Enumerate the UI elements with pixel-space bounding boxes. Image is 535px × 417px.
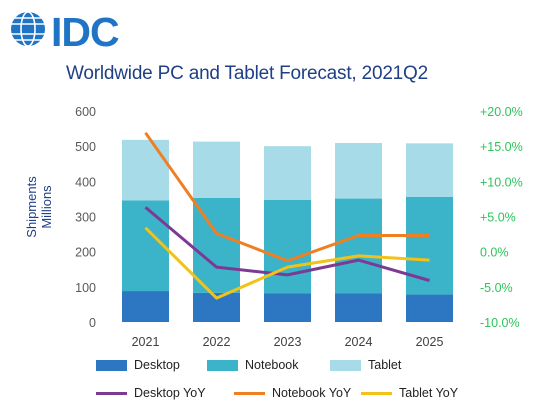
y2-tick-label: +20.0% [480,105,523,119]
x-tick-label: 2022 [203,335,231,349]
bar-desktop-2025 [406,294,453,322]
y-tick-label: 600 [75,105,96,119]
bar-tablet-2021 [122,139,169,201]
y-tick-label: 400 [75,175,96,189]
logo-wordmark: IDC [51,9,119,50]
y-tick-label: 300 [75,211,96,225]
bar-tablet-2024 [335,143,382,199]
y-tick-label: 500 [75,140,96,154]
chart-title: Worldwide PC and Tablet Forecast, 2021Q2 [66,63,428,84]
bar-desktop-2023 [264,293,311,322]
x-tick-label: 2023 [274,335,302,349]
idc-logo: IDC [8,8,128,55]
line-notebook-yoy [144,131,430,263]
bar-desktop-2024 [335,293,382,322]
y2-tick-label: -5.0% [480,281,513,295]
y-tick-label: 0 [89,316,96,330]
bar-notebook-2024 [335,198,382,294]
bar-notebook-2021 [122,200,169,292]
x-tick-label: 2021 [132,335,160,349]
y-tick-label: 100 [75,281,96,295]
y-tick-label: 200 [75,246,96,260]
bar-notebook-2023 [264,199,311,294]
x-tick-label: 2024 [345,335,373,349]
x-tick-label: 2025 [416,335,444,349]
y2-tick-label: 0.0% [480,246,509,260]
bar-notebook-2025 [406,196,453,295]
bar-tablet-2023 [264,146,311,200]
line-desktop-yoy [144,206,430,282]
y2-tick-label: +10.0% [480,175,523,189]
bar-tablet-2025 [406,143,453,197]
bar-desktop-2021 [122,291,169,322]
globe-icon [11,11,45,47]
y2-tick-label: -10.0% [480,316,520,330]
bar-tablet-2022 [193,141,240,198]
y2-tick-label: +15.0% [480,140,523,154]
y2-tick-label: +5.0% [480,211,516,225]
line-tablet-yoy [144,226,430,300]
